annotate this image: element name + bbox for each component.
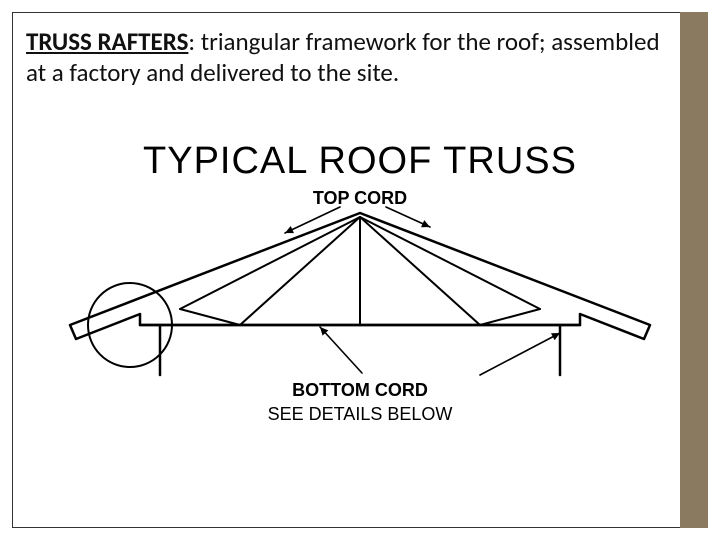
bottom-labels: BOTTOM CORD SEE DETAILS BELOW [0, 378, 720, 427]
caption-term: TRUSS RAFTERS [26, 26, 188, 57]
diagram-title: TYPICAL ROOF TRUSS [0, 140, 720, 183]
see-details-label: SEE DETAILS BELOW [0, 402, 720, 426]
bottom-cord-label: BOTTOM CORD [0, 378, 720, 402]
caption-block: TRUSS RAFTERS: triangular framework for … [26, 26, 668, 89]
side-accent-bar [680, 12, 708, 528]
truss-diagram [60, 205, 660, 385]
